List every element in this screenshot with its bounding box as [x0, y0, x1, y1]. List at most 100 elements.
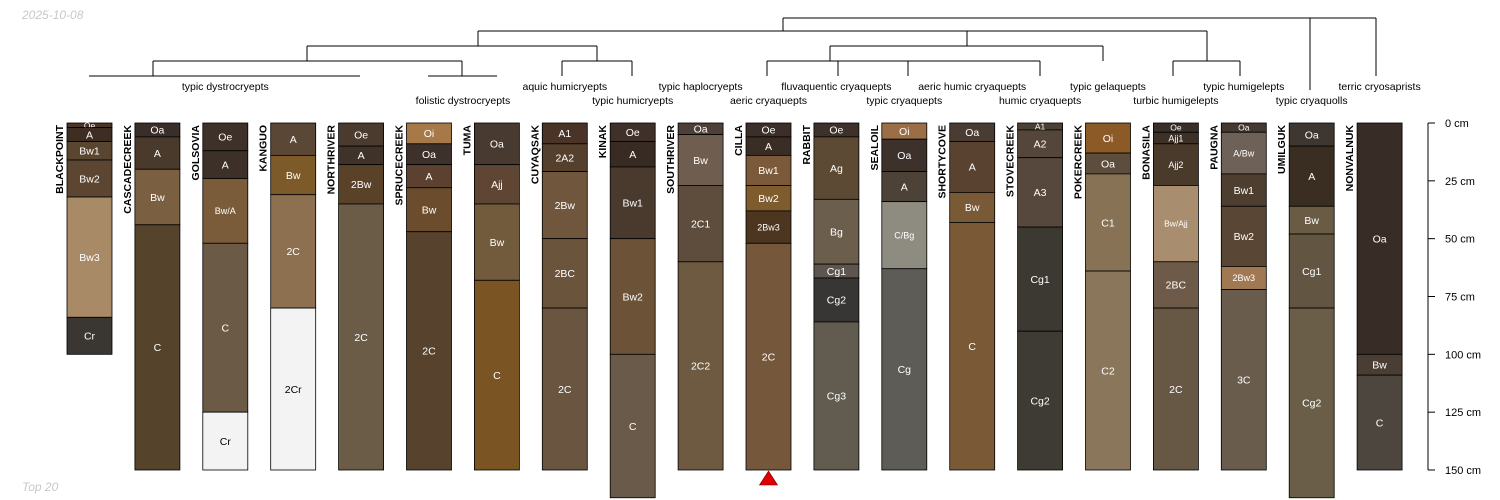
horizon-sprucecreek-3 — [406, 187, 452, 233]
horizon-label: 2C — [286, 246, 300, 258]
taxon-label: aquic humicryepts — [522, 81, 607, 93]
horizon-label: Bw — [286, 170, 301, 182]
horizon-bonasila-3 — [1153, 185, 1199, 263]
horizon-label: A — [969, 162, 976, 174]
horizon-shortycove-1 — [949, 141, 996, 193]
horizon-southriver-2 — [677, 185, 724, 263]
profile-name: SHORTYCOVE — [937, 125, 949, 199]
horizon-label: A1 — [1035, 122, 1046, 132]
profile-name: SPRUCECREEK — [394, 125, 406, 206]
horizon-pokercreek-3 — [1085, 270, 1131, 471]
profile-cuyaqsak: A1 2A2 2Bw 2BC 2C CUYAQSAK — [529, 122, 588, 471]
horizon-label: A/Bw — [1233, 148, 1255, 158]
horizon-blackpoint-3 — [66, 159, 113, 198]
profile-name: BONASILA — [1140, 125, 1152, 180]
horizon-label: A — [358, 150, 365, 162]
horizon-blackpoint-5 — [66, 316, 113, 355]
profile-name: STOVECREEK — [1005, 125, 1017, 198]
horizon-label: 2C — [558, 384, 572, 396]
horizon-label: Oa — [422, 149, 436, 161]
profile-nonvalnuk: Oa Bw C NONVALNUK — [1344, 122, 1403, 471]
profile-sprucecreek: Oi Oa A Bw 2C SPRUCECREEK — [394, 122, 452, 471]
horizon-label: 2Bw — [351, 179, 372, 191]
horizon-label: Bw/Ajj — [1164, 219, 1188, 229]
profile-name: NORTHRIVER — [326, 125, 338, 195]
horizon-kinak-4 — [609, 353, 656, 499]
horizon-golsovia-4 — [202, 411, 249, 471]
horizon-label: A1 — [558, 128, 571, 140]
taxon-label: terric cryosaprists — [1338, 81, 1420, 93]
horizon-label: C — [222, 323, 230, 335]
horizon-label: Oe — [84, 120, 96, 130]
horizon-label: Oa — [1238, 123, 1250, 133]
taxon-label: aeric humic cryaquepts — [918, 81, 1026, 93]
taxon-label: aeric cryaquepts — [730, 95, 807, 107]
horizon-label: 2BC — [1166, 280, 1187, 292]
horizon-cuyaqsak-2 — [541, 171, 588, 240]
horizon-label: Bw2 — [1234, 231, 1255, 243]
horizon-southriver-3 — [677, 261, 724, 471]
horizon-shortycove-2 — [949, 191, 996, 223]
horizon-rabbit-5 — [813, 321, 860, 471]
horizon-label: 2A2 — [555, 152, 574, 164]
horizon-label: C — [968, 341, 976, 353]
horizon-cilla-2 — [745, 154, 792, 186]
horizon-sealoil-3 — [881, 201, 928, 270]
profile-name: CILLA — [733, 125, 745, 156]
horizon-label: Ajj2 — [1168, 160, 1183, 170]
horizon-label: Oe — [626, 127, 640, 139]
axis-tick-label: 125 cm — [1445, 407, 1481, 419]
profile-name: TUMA — [461, 125, 473, 156]
profile-name: SEALOIL — [869, 124, 881, 170]
taxa-labels: typic dystrocryepts folistic dystrocryept… — [182, 81, 1421, 107]
horizon-label: A — [154, 148, 161, 160]
horizon-tuma-3 — [473, 279, 520, 471]
horizon-label: Oe — [1170, 123, 1182, 133]
horizon-cascadecreek-3 — [134, 224, 181, 471]
profile-stovecreek: A1 A2 A3 Cg1 Cg2 STOVECREEK — [1005, 122, 1063, 471]
profile-kinak: Oe A Bw1 Bw2 C KINAK — [597, 122, 656, 499]
horizon-label: 3C — [1237, 375, 1251, 387]
marker-triangle-icon — [758, 470, 779, 486]
horizon-label: Oe — [829, 125, 843, 137]
profile-umilguk: Oa A Bw Cg1 Cg2 UMILGUK — [1276, 122, 1335, 499]
horizon-label: Oa — [150, 125, 164, 137]
horizon-label: Bw1 — [79, 146, 100, 158]
horizon-label: Oa — [897, 150, 911, 162]
horizon-southriver-1 — [677, 134, 724, 186]
horizon-stovecreek-4 — [1017, 330, 1063, 471]
profile-shortycove: Oa A Bw C SHORTYCOVE — [937, 122, 996, 471]
axis-tick-label: 50 cm — [1445, 234, 1475, 246]
horizon-label: 2BC — [555, 268, 576, 280]
axis-tick-label: 150 cm — [1445, 465, 1481, 477]
horizon-label: Cg2 — [827, 295, 846, 307]
profile-name: UMILGUK — [1276, 125, 1288, 174]
horizon-sprucecreek-4 — [406, 231, 452, 471]
taxon-label: folistic dystrocryepts — [416, 95, 511, 107]
taxon-label: typic haplocryepts — [659, 81, 743, 93]
taxon-label: typic dystrocryepts — [182, 81, 269, 93]
horizon-label: 2Bw3 — [757, 222, 780, 232]
horizon-pokercreek-2 — [1085, 173, 1131, 272]
horizon-label: C1 — [1101, 217, 1115, 229]
horizon-northriver-2 — [338, 164, 385, 205]
horizon-label: Bw3 — [79, 252, 100, 264]
horizon-label: Bw — [150, 192, 165, 204]
horizon-label: Oi — [424, 128, 435, 140]
horizon-cascadecreek-1 — [134, 136, 181, 170]
horizon-label: Oa — [694, 124, 708, 136]
horizon-umilguk-3 — [1288, 233, 1335, 309]
horizon-label: Oi — [899, 126, 910, 138]
horizon-label: Oe — [761, 125, 775, 137]
horizon-label: A — [425, 171, 432, 183]
horizon-pokercreek-0 — [1085, 122, 1131, 154]
profile-golsovia: Oe A Bw/A C Cr GOLSOVIA — [190, 122, 249, 471]
horizon-label: Cg1 — [1302, 266, 1321, 278]
horizon-label: Ag — [830, 163, 843, 175]
horizon-cuyaqsak-4 — [541, 307, 588, 471]
horizon-label: A — [629, 149, 636, 161]
profile-southriver: Oa Bw 2C1 2C2 SOUTHRIVER — [665, 122, 724, 471]
horizon-bonasila-5 — [1153, 307, 1199, 471]
horizon-umilguk-4 — [1288, 307, 1335, 499]
